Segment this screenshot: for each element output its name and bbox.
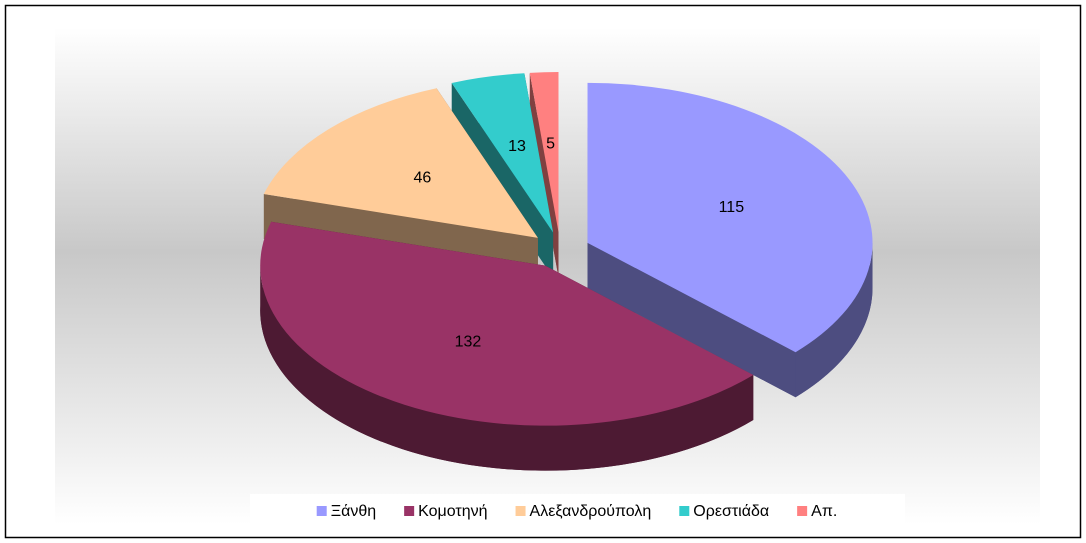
data-label: 46 xyxy=(414,170,432,187)
legend-item: Ξάνθη xyxy=(316,503,376,520)
legend-swatch xyxy=(515,506,526,516)
legend-swatch xyxy=(404,506,415,516)
slice xyxy=(587,82,873,353)
legend-box xyxy=(250,494,905,528)
legend: Ξάνθη Κομοτηνή Αλεξανδρούπολη Ορεστιάδα Απ. xyxy=(316,503,837,520)
data-label: 5 xyxy=(546,135,555,152)
slice xyxy=(451,73,554,233)
slice-side xyxy=(260,265,754,471)
data-label: 132 xyxy=(455,333,482,350)
pie: 5 13 46 115 132 xyxy=(260,72,873,471)
legend-label: Κομοτηνή xyxy=(418,503,487,520)
legend-label: Αλεξανδρούπολη xyxy=(530,503,652,520)
legend-item: Ορεστιάδα xyxy=(679,503,769,520)
slice xyxy=(263,88,538,238)
legend-item: Αλεξανδρούπολη xyxy=(515,503,652,520)
slice-edge xyxy=(587,242,796,398)
data-label: 115 xyxy=(719,199,745,216)
legend-label: Απ. xyxy=(811,503,837,520)
legend-swatch xyxy=(316,506,327,516)
slice-side xyxy=(795,242,873,398)
legend-label: Ορεστιάδα xyxy=(693,503,769,520)
data-label: 13 xyxy=(508,138,526,155)
slice xyxy=(260,221,754,426)
legend-label: Ξάνθη xyxy=(331,503,376,520)
legend-swatch xyxy=(679,506,690,516)
slice xyxy=(529,72,559,233)
legend-swatch xyxy=(797,506,808,516)
legend-item: Απ. xyxy=(797,503,837,520)
legend-item: Κομοτηνή xyxy=(404,503,488,520)
